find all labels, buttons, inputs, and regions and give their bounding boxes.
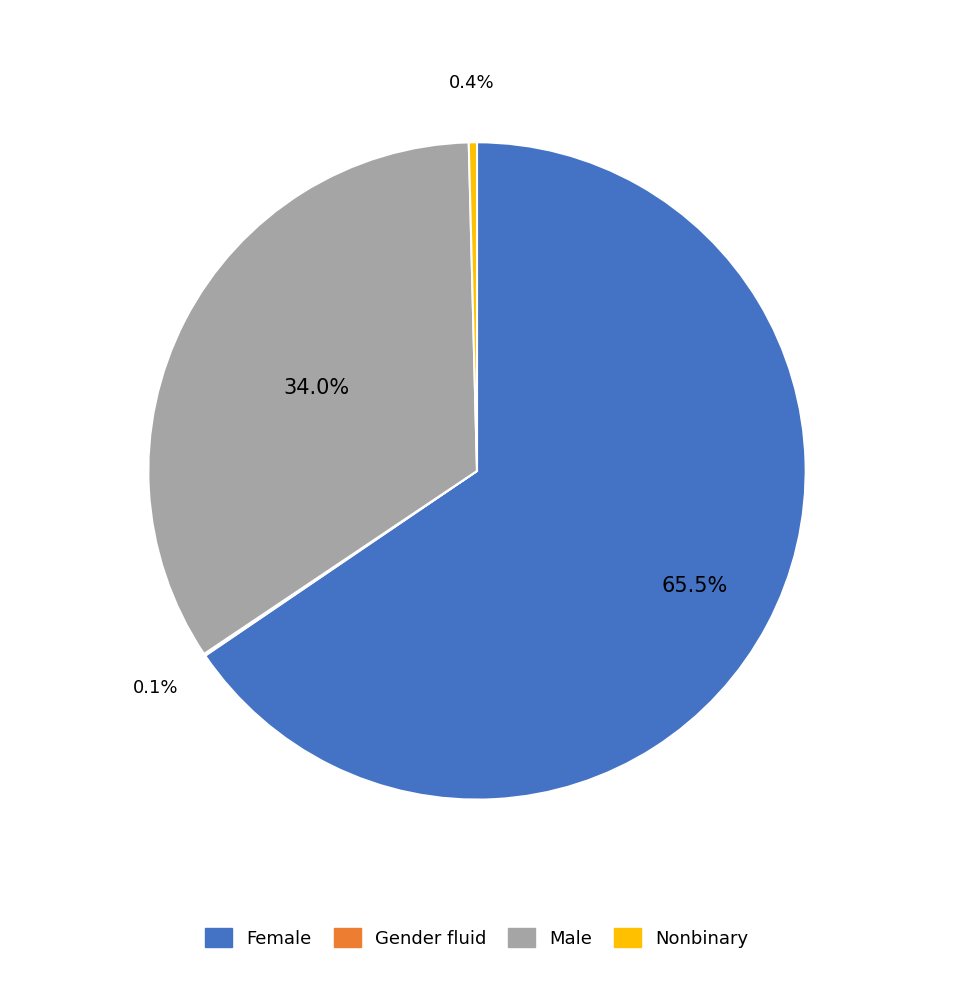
Wedge shape	[205, 142, 805, 800]
Legend: Female, Gender fluid, Male, Nonbinary: Female, Gender fluid, Male, Nonbinary	[197, 921, 756, 955]
Text: 65.5%: 65.5%	[661, 576, 727, 596]
Text: 0.4%: 0.4%	[449, 74, 495, 92]
Wedge shape	[204, 471, 477, 655]
Wedge shape	[148, 142, 476, 654]
Text: 0.1%: 0.1%	[132, 679, 178, 697]
Text: 34.0%: 34.0%	[283, 378, 349, 398]
Wedge shape	[468, 142, 476, 471]
